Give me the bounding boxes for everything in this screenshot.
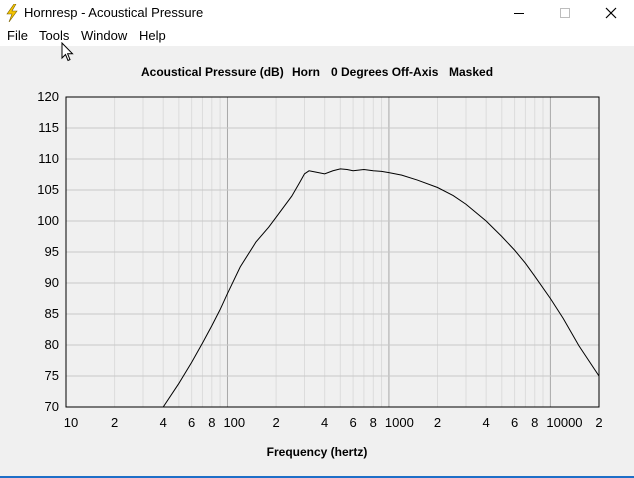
- x-axis-ticks: 10 2 4 6 8 100 2 4 6 8 1000 2 4 6 8 10000 2: [64, 415, 603, 430]
- y-tick-label: 100: [37, 213, 59, 228]
- y-tick-label: 110: [38, 151, 59, 166]
- maximize-icon: [560, 8, 570, 18]
- title-bar: Hornresp - Acoustical Pressure: [0, 0, 634, 26]
- x-tick-label: 1000: [385, 415, 414, 430]
- y-tick-label: 80: [45, 337, 59, 352]
- x-tick-label: 2: [434, 415, 441, 430]
- y-tick-label: 90: [45, 275, 59, 290]
- x-tick-label: 4: [321, 415, 328, 430]
- chart-grid: [66, 97, 599, 407]
- x-tick-label: 10000: [546, 415, 582, 430]
- chart-header-device: Horn: [292, 65, 320, 79]
- y-tick-label: 105: [37, 182, 59, 197]
- window-title: Hornresp - Acoustical Pressure: [24, 5, 204, 20]
- maximize-button[interactable]: [542, 0, 588, 26]
- chart-header-quantity: Acoustical Pressure (dB): [141, 65, 284, 79]
- x-tick-label: 6: [188, 415, 195, 430]
- window-bottom-border: [0, 476, 634, 478]
- x-tick-label: 2: [595, 415, 602, 430]
- y-tick-label: 95: [45, 244, 59, 259]
- x-tick-label: 6: [349, 415, 356, 430]
- x-tick-label: 8: [531, 415, 538, 430]
- x-tick-label: 2: [272, 415, 279, 430]
- y-tick-label: 75: [45, 368, 59, 383]
- x-tick-label: 2: [111, 415, 118, 430]
- x-tick-label: 4: [483, 415, 490, 430]
- y-tick-label: 115: [38, 120, 59, 135]
- minimize-button[interactable]: [496, 0, 542, 26]
- x-tick-label: 10: [64, 415, 78, 430]
- x-tick-label: 8: [370, 415, 377, 430]
- mouse-cursor-icon: [61, 42, 74, 62]
- y-tick-label: 85: [45, 306, 59, 321]
- pressure-curve-line: [162, 168, 600, 408]
- chart-header-angle: 0 Degrees Off-Axis: [331, 65, 439, 79]
- y-tick-label: 70: [45, 399, 59, 414]
- menu-file[interactable]: File: [7, 28, 28, 43]
- x-tick-label: 8: [208, 415, 215, 430]
- minimize-icon: [514, 13, 524, 14]
- chart-header-mask: Masked: [449, 65, 493, 79]
- y-axis-ticks: 70 75 80 85 90 95 100 105 110 115 120: [37, 89, 59, 414]
- x-tick-label: 100: [223, 415, 245, 430]
- menu-tools[interactable]: Tools: [39, 28, 70, 43]
- close-icon: [605, 7, 617, 19]
- menu-bar: File Tools Window Help: [0, 26, 634, 47]
- x-axis-label: Frequency (hertz): [267, 445, 368, 459]
- x-tick-label: 6: [511, 415, 518, 430]
- plot-frame: [65, 96, 600, 408]
- menu-window[interactable]: Window: [81, 28, 128, 43]
- close-button[interactable]: [588, 0, 634, 26]
- y-tick-label: 120: [37, 89, 59, 104]
- lightning-bolt-icon: [6, 4, 18, 22]
- x-tick-label: 4: [160, 415, 167, 430]
- menu-help[interactable]: Help: [139, 28, 166, 43]
